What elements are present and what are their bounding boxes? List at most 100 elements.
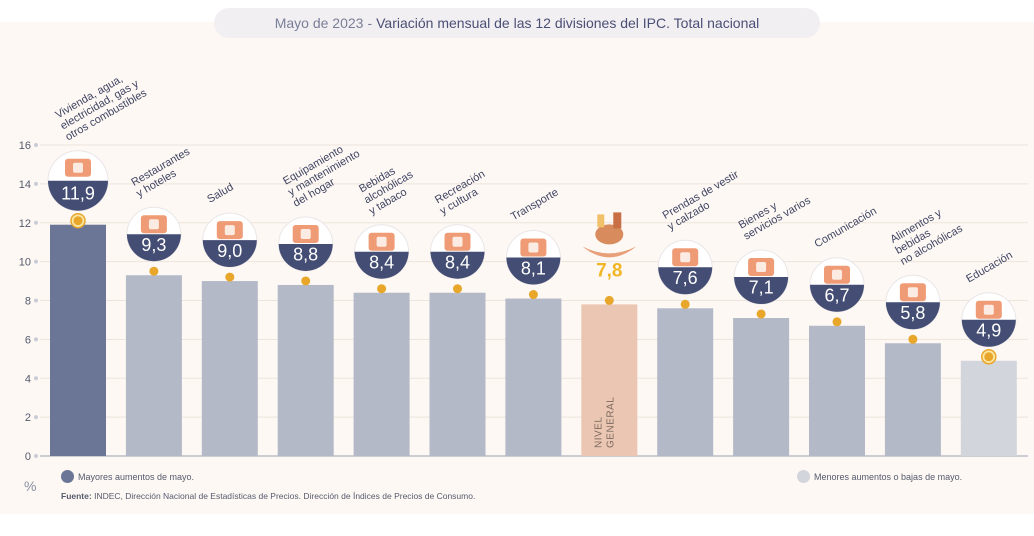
- icon-detail: [613, 212, 622, 229]
- icon-detail: [907, 287, 918, 298]
- y-tick-mark: [34, 298, 38, 303]
- value-label: 11,9: [61, 183, 95, 203]
- y-tick-mark: [34, 454, 38, 458]
- value-dot: [908, 334, 918, 344]
- value-label: 8,4: [445, 252, 470, 272]
- y-tick-mark: [34, 415, 38, 420]
- value-dot: [528, 290, 538, 300]
- bar: [657, 308, 714, 456]
- legend-low-swatch: [797, 470, 810, 483]
- source-text: INDEC, Dirección Nacional de Estadística…: [94, 491, 476, 501]
- value-label: 8,1: [521, 258, 546, 278]
- badge: [961, 319, 1016, 347]
- bar: [733, 317, 790, 456]
- badge: [658, 267, 713, 295]
- y-tick-mark: [34, 259, 38, 264]
- shopping-basket-icon: [595, 224, 624, 245]
- y-tick-mark: [34, 220, 38, 225]
- unit-label: %: [24, 478, 37, 494]
- bar: [50, 224, 106, 456]
- badge: [48, 180, 108, 211]
- value-dot: [604, 295, 614, 305]
- source-label: Fuente:: [61, 491, 92, 501]
- legend-low-label: Menores aumentos o bajas de mayo.: [814, 471, 963, 482]
- value-label: 7,6: [673, 268, 698, 288]
- icon-detail: [597, 214, 605, 228]
- icon-detail: [832, 269, 842, 280]
- legend-high: Mayores aumentos de mayo.: [61, 470, 194, 483]
- value-label: 8,8: [293, 245, 318, 265]
- value-dot: [149, 266, 159, 276]
- value-label: 5,8: [900, 303, 925, 323]
- y-tick-label: 6: [25, 334, 31, 346]
- value-dot: [301, 276, 311, 286]
- value-dot: [984, 352, 994, 362]
- legend-high-swatch: [61, 470, 74, 483]
- value-label: 6,7: [824, 286, 849, 306]
- badge: [734, 276, 789, 304]
- value-dot: [453, 284, 462, 294]
- category-label: Salud: [205, 181, 235, 205]
- y-tick-label: 14: [19, 179, 31, 191]
- value-dot: [832, 317, 842, 327]
- y-tick-label: 8: [25, 296, 31, 308]
- value-label: 9,0: [217, 241, 242, 261]
- bar: [960, 360, 1017, 456]
- category-label: GENERAL: [605, 397, 616, 448]
- legend-high-label: Mayores aumentos de mayo.: [78, 471, 195, 482]
- bar: [505, 298, 562, 456]
- icon-detail: [376, 236, 387, 247]
- bar: [581, 304, 638, 456]
- value-label: 7,1: [749, 278, 774, 298]
- value-label: 4,9: [976, 320, 1001, 340]
- icon-detail: [148, 219, 159, 230]
- value-label: 8,4: [369, 252, 394, 272]
- title-date: Mayo de 2023: [274, 15, 364, 31]
- y-tick-label: 10: [19, 257, 31, 269]
- badge: [810, 284, 864, 312]
- value-label: 9,3: [141, 235, 166, 255]
- category-label: Comunicación: [813, 205, 879, 250]
- title-text: Variación mensual de las 12 divisiones d…: [376, 15, 760, 31]
- value-dot: [73, 216, 83, 226]
- y-tick-mark: [34, 337, 38, 342]
- value-dot: [756, 309, 766, 319]
- value-dot: [225, 272, 235, 282]
- icon-detail: [983, 304, 994, 315]
- icon-detail: [73, 162, 83, 173]
- value-dot: [680, 299, 690, 309]
- badge: [202, 240, 257, 268]
- y-tick-label: 4: [25, 373, 31, 385]
- bar: [884, 343, 941, 456]
- category-label: NIVEL: [593, 417, 604, 448]
- icon-detail: [680, 252, 691, 263]
- category-label: Educación: [964, 249, 1014, 285]
- value-dot: [377, 284, 387, 294]
- badge: [354, 251, 409, 279]
- source-note: Fuente: INDEC, Dirección Nacional de Est…: [61, 491, 475, 501]
- y-tick-label: 2: [25, 412, 31, 424]
- icon-bowl: [582, 246, 637, 258]
- y-tick-mark: [34, 181, 38, 186]
- y-tick-mark: [34, 143, 38, 147]
- bar: [429, 292, 486, 456]
- value-label: 7,8: [596, 260, 622, 281]
- chart-title: Mayo de 2023 - Variación mensual de las …: [214, 8, 820, 38]
- badge: [885, 302, 940, 330]
- badge: [506, 257, 561, 285]
- title-separator: -: [367, 15, 373, 31]
- icon-detail: [224, 225, 235, 236]
- icon-detail: [452, 236, 463, 247]
- y-tick-label: 0: [25, 451, 31, 463]
- legend-low: Menores aumentos o bajas de mayo.: [797, 470, 962, 483]
- badge: [430, 251, 485, 279]
- icon-detail: [528, 242, 539, 253]
- icon-detail: [756, 261, 767, 272]
- icon-detail: [300, 228, 311, 239]
- bar: [125, 275, 182, 456]
- bar: [353, 292, 410, 456]
- y-tick-label: 16: [19, 140, 31, 152]
- bar: [201, 281, 258, 456]
- bar: [277, 284, 334, 456]
